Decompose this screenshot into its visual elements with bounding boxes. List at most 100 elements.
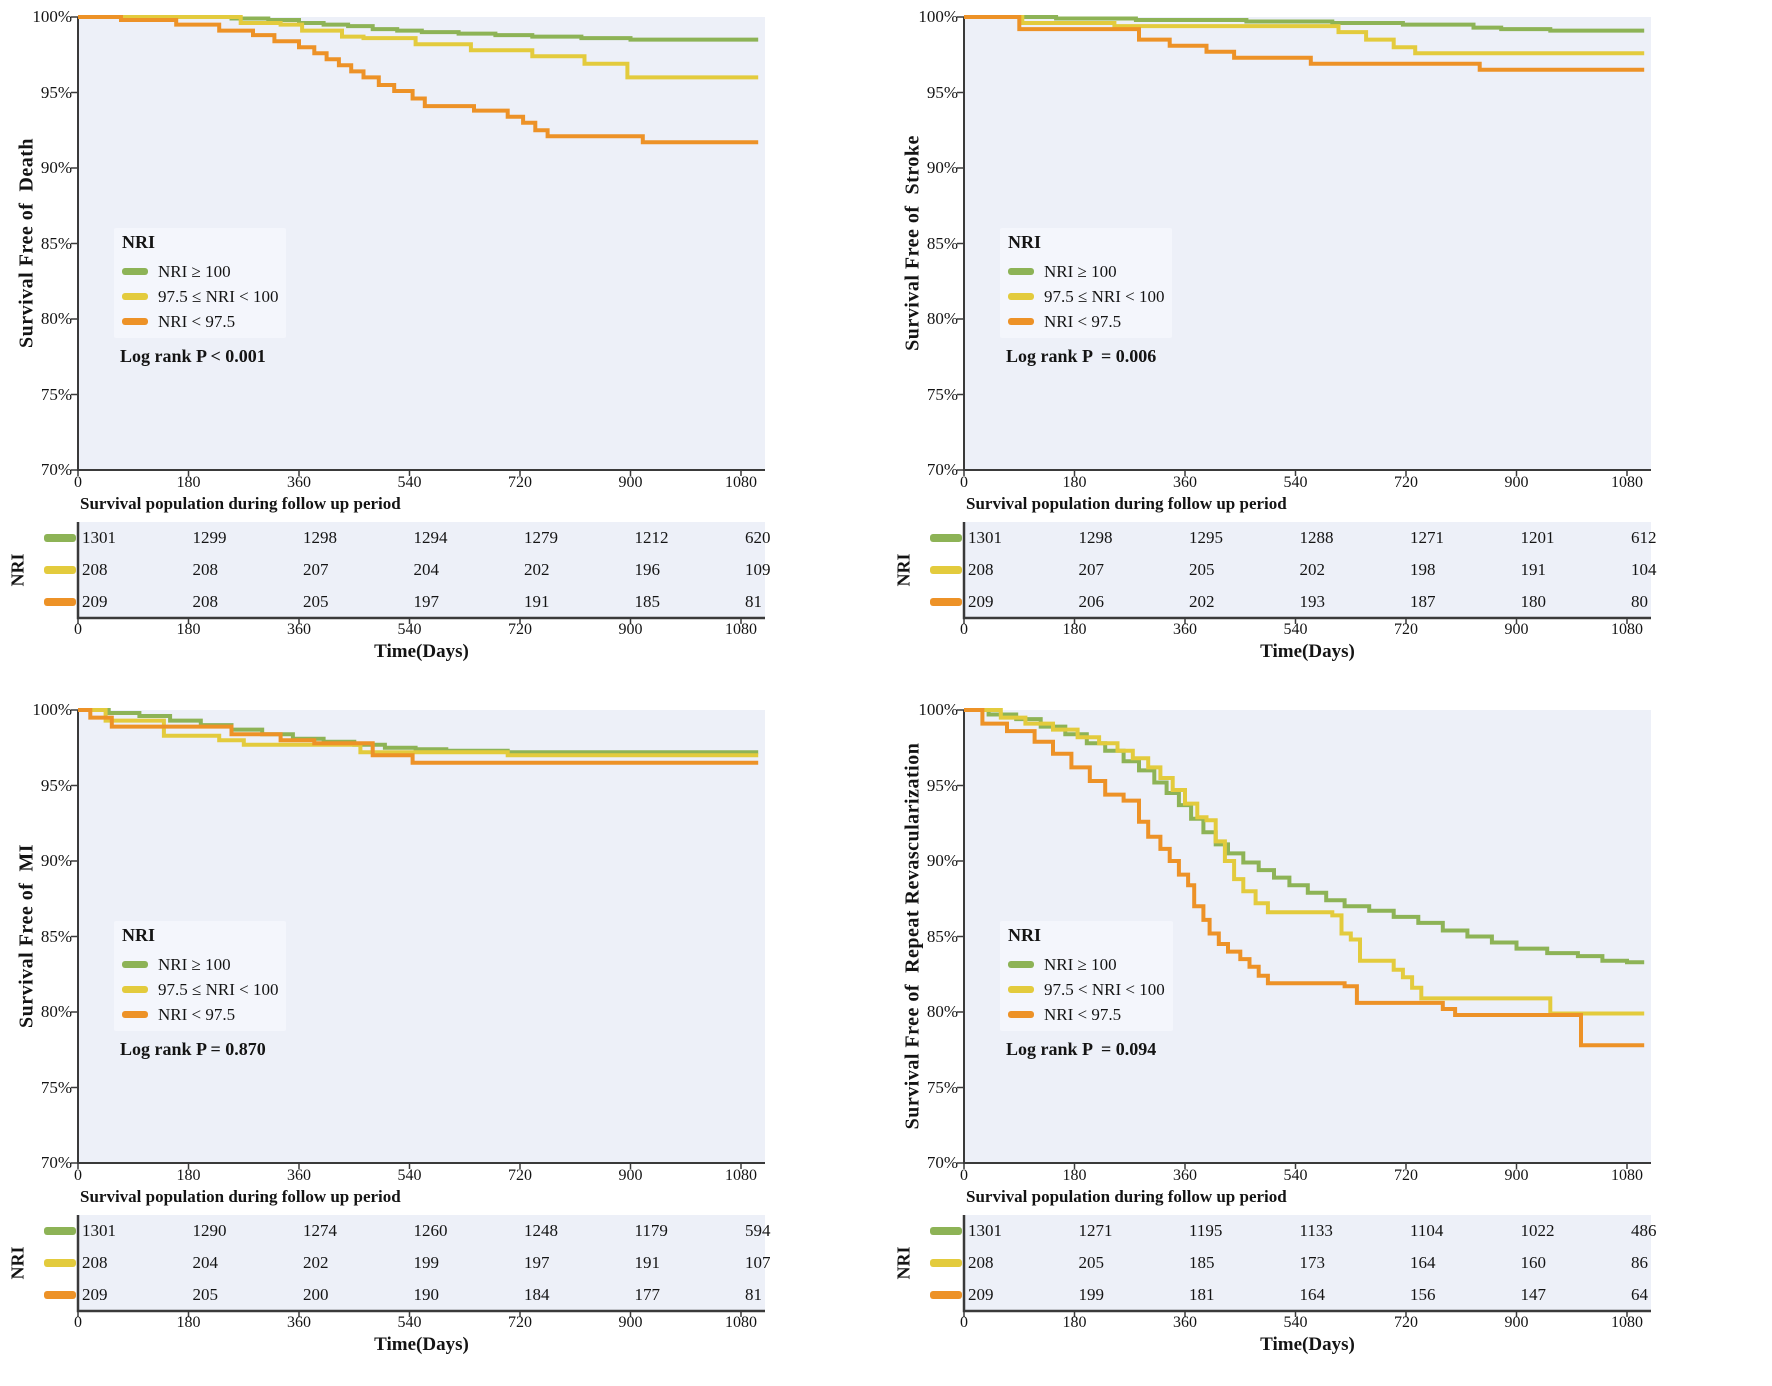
legend-swatch-green: [1008, 961, 1034, 968]
x-axis-label: Time(Days): [374, 641, 469, 662]
x-tick-label: 180: [176, 474, 201, 491]
x-tick-label: 0: [960, 474, 968, 491]
risk-table-axes: [962, 1215, 1651, 1313]
legend-item-yellow: 97.5 ≤ NRI < 100: [1008, 284, 1164, 309]
curve-orange: [964, 708, 1645, 1048]
panel-mi: Survival Free of MI 100% 95% 90% 85% 80% 75% 70…: [0, 693, 886, 1386]
x-tick-label: 540: [397, 621, 422, 638]
x-tick-label: 180: [176, 1167, 201, 1184]
y-tick-label: 80%: [926, 1002, 958, 1021]
risk-count: 1298: [1078, 528, 1113, 547]
x-tick-label: 0: [74, 1167, 82, 1184]
risk-table-axis-label-text: NRI: [7, 1246, 28, 1280]
x-tick-label: 360: [1173, 1314, 1197, 1331]
risk-count: 1301: [82, 528, 116, 547]
y-tick-label: 100%: [32, 7, 72, 26]
risk-table-header: Survival population during follow up per…: [966, 1187, 1287, 1206]
risk-count: 1022: [1520, 1221, 1555, 1240]
risk-row-swatch-orange: [930, 598, 962, 606]
legend-item-label: NRI ≥ 100: [1044, 955, 1117, 974]
log-rank-p-label: Log rank P = 0.094: [1006, 1039, 1157, 1059]
risk-table-background: [964, 1215, 1651, 1311]
risk-count: 206: [1078, 592, 1105, 611]
y-tick-label: 70%: [40, 1153, 72, 1172]
legend-item-label: NRI < 97.5: [158, 312, 236, 331]
y-tick-label: 100%: [32, 700, 72, 719]
y-tick-label: 90%: [926, 851, 958, 870]
risk-count: 181: [1189, 1285, 1215, 1304]
y-tick-label: 70%: [926, 1153, 958, 1172]
y-tick-label: 95%: [926, 82, 958, 102]
curve-green: [964, 15, 1645, 33]
legend-item-green: NRI ≥ 100: [122, 952, 278, 977]
y-tick-label: 90%: [40, 158, 72, 177]
risk-table-axis-label-text: NRI: [893, 553, 914, 587]
risk-table-background: [78, 522, 765, 618]
curve-green: [78, 15, 759, 42]
legend-item-orange: NRI < 97.5: [1008, 1002, 1165, 1027]
x-tick-label: 360: [287, 1314, 311, 1331]
y-tick-label: 70%: [40, 460, 72, 479]
risk-count: 209: [82, 1285, 108, 1304]
y-tick-label: 80%: [40, 309, 72, 328]
x-tick-label: 360: [287, 621, 311, 638]
x-tick-label: 1080: [1611, 621, 1643, 638]
risk-count: 198: [1410, 560, 1436, 579]
x-tick-label: 0: [960, 1314, 968, 1331]
legend-swatch-orange: [122, 1011, 148, 1018]
panel-stroke: Survival Free of Stroke 100% 95% 90% 85% 80% 7…: [886, 0, 1772, 693]
plot-axes: [963, 710, 1651, 1164]
legend-item-label: NRI ≥ 100: [158, 955, 231, 974]
risk-table-background: [78, 1215, 765, 1311]
y-tick-label: 85%: [926, 926, 958, 946]
legend-item-label: NRI ≥ 100: [158, 262, 231, 281]
x-tick-label: 540: [1283, 621, 1308, 638]
legend-item-label: NRI < 97.5: [1044, 312, 1122, 331]
x-tick-label: 180: [176, 1314, 201, 1331]
legend: NRI NRI ≥ 100 97.5 ≤ NRI < 100 NRI < 97.5: [1000, 228, 1173, 338]
x-tick-label: 900: [1504, 1167, 1529, 1184]
y-tick-label: 90%: [40, 851, 72, 870]
x-axis-label: Time(Days): [1260, 641, 1355, 662]
risk-table-axes: [76, 522, 765, 620]
x-tick-label: 0: [74, 1314, 82, 1331]
risk-count: 204: [192, 1253, 219, 1272]
risk-row-swatch-orange: [930, 1291, 962, 1299]
legend-item-label: 97.5 ≤ NRI < 100: [158, 980, 279, 999]
y-tick-label: 90%: [926, 158, 958, 177]
y-tick-label: 100%: [918, 700, 958, 719]
risk-count: 173: [1299, 1253, 1326, 1272]
risk-count: 486: [1631, 1221, 1657, 1240]
risk-count: 80: [1631, 592, 1648, 611]
risk-count: 1288: [1299, 528, 1334, 547]
log-rank-p-label: Log rank P = 0.870: [120, 1039, 266, 1059]
x-tick-label: 720: [1394, 1314, 1418, 1331]
x-tick-label: 180: [1062, 621, 1087, 638]
risk-table-axes: [962, 522, 1651, 620]
y-tick-label: 75%: [926, 384, 958, 404]
risk-count: 208: [968, 1253, 994, 1272]
risk-count: 1301: [968, 1221, 1002, 1240]
panel-death: Survival Free of Death 100% 95% 90% 85% 80% 75…: [0, 0, 886, 693]
risk-count: 208: [192, 560, 219, 579]
risk-count: 1104: [1410, 1221, 1444, 1240]
legend-item-yellow: 97.5 < NRI < 100: [1008, 977, 1165, 1002]
y-tick-label: 85%: [40, 233, 72, 253]
risk-count: 612: [1631, 528, 1657, 547]
legend: NRI NRI ≥ 100 97.5 ≤ NRI < 100 NRI < 97.5: [114, 921, 287, 1031]
plot-axes: [77, 710, 765, 1164]
risk-count: 81: [745, 1285, 762, 1304]
risk-count: 1201: [1520, 528, 1555, 547]
risk-row-swatch-orange: [44, 1291, 76, 1299]
x-tick-label: 900: [1504, 474, 1529, 491]
risk-row-swatch-yellow: [930, 566, 962, 574]
x-tick-label: 1080: [725, 1314, 757, 1331]
x-tick-label: 720: [508, 1314, 532, 1331]
y-tick-label: 100%: [918, 7, 958, 26]
x-tick-label: 180: [1062, 1314, 1087, 1331]
legend-swatch-yellow: [122, 986, 148, 993]
legend-swatch-green: [122, 268, 148, 275]
log-rank-p-label: Log rank P < 0.001: [120, 346, 266, 366]
risk-row-swatch-yellow: [930, 1259, 962, 1267]
risk-count: 187: [1410, 592, 1436, 611]
